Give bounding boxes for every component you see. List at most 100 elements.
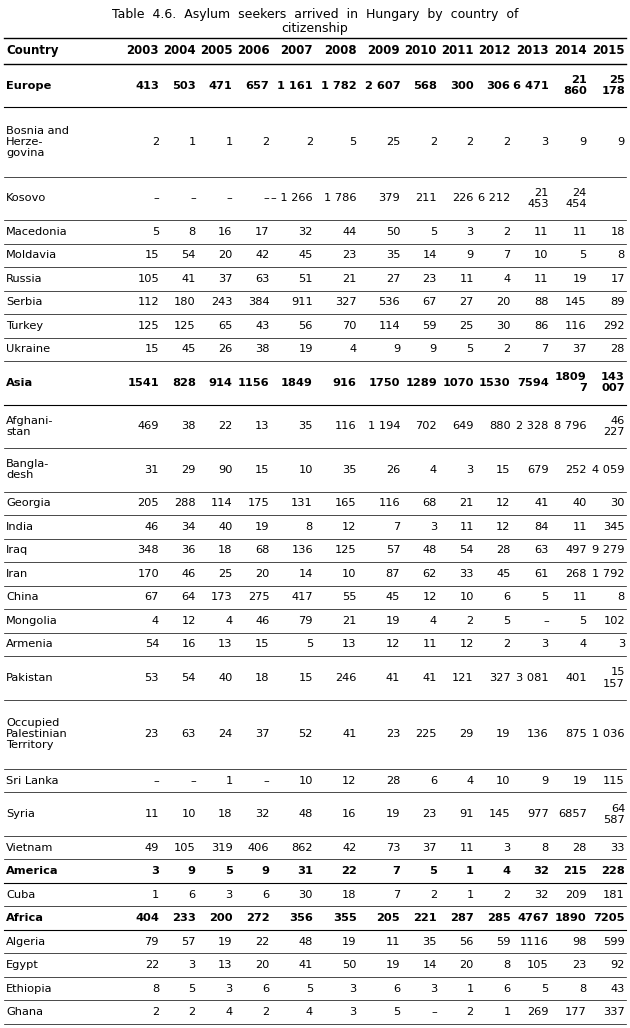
Text: 121: 121: [452, 673, 474, 683]
Text: 18: 18: [218, 809, 232, 819]
Text: Sri Lanka: Sri Lanka: [6, 775, 59, 785]
Text: 45: 45: [181, 344, 196, 355]
Text: 10: 10: [342, 568, 357, 579]
Text: Afghani-
stan: Afghani- stan: [6, 415, 54, 437]
Text: 880: 880: [489, 421, 510, 432]
Text: 4: 4: [152, 616, 159, 626]
Text: 3: 3: [430, 984, 437, 994]
Text: 17: 17: [255, 227, 270, 236]
Text: 8: 8: [618, 592, 625, 602]
Text: – 1 266: – 1 266: [272, 193, 313, 204]
Text: 12: 12: [342, 522, 357, 531]
Text: 356: 356: [289, 913, 313, 923]
Text: 131: 131: [291, 499, 313, 509]
Text: Bangla-
desh: Bangla- desh: [6, 460, 49, 480]
Text: 15: 15: [144, 250, 159, 260]
Text: 67: 67: [423, 297, 437, 307]
Text: 25: 25: [218, 568, 232, 579]
Text: 12: 12: [181, 616, 196, 626]
Text: 471: 471: [209, 80, 232, 90]
Text: 46
227: 46 227: [604, 415, 625, 437]
Text: 22: 22: [255, 937, 270, 947]
Text: Armenia: Armenia: [6, 639, 54, 650]
Text: 13: 13: [255, 421, 270, 432]
Text: 9: 9: [580, 137, 587, 147]
Text: 10: 10: [299, 775, 313, 785]
Text: 15: 15: [299, 673, 313, 683]
Text: 19: 19: [572, 775, 587, 785]
Text: 205: 205: [377, 913, 400, 923]
Text: 18: 18: [342, 889, 357, 900]
Text: 5: 5: [429, 867, 437, 876]
Text: 568: 568: [413, 80, 437, 90]
Text: Ethiopia: Ethiopia: [6, 984, 52, 994]
Text: 46: 46: [145, 522, 159, 531]
Text: Vietnam: Vietnam: [6, 843, 54, 852]
Text: 30: 30: [610, 499, 625, 509]
Text: 57: 57: [386, 546, 400, 555]
Text: Iraq: Iraq: [6, 546, 28, 555]
Text: 1 782: 1 782: [321, 80, 357, 90]
Text: Ukraine: Ukraine: [6, 344, 50, 355]
Text: 116: 116: [379, 499, 400, 509]
Text: –: –: [263, 775, 270, 785]
Text: Syria: Syria: [6, 809, 35, 819]
Text: 49: 49: [145, 843, 159, 852]
Text: 200: 200: [209, 913, 232, 923]
Text: 4: 4: [580, 639, 587, 650]
Text: 10: 10: [299, 465, 313, 475]
Text: 22: 22: [219, 421, 232, 432]
Text: 11: 11: [459, 522, 474, 531]
Text: 300: 300: [450, 80, 474, 90]
Text: 10: 10: [496, 775, 510, 785]
Text: 9: 9: [188, 867, 196, 876]
Text: 25
178: 25 178: [601, 75, 625, 97]
Text: 2005: 2005: [200, 44, 232, 58]
Text: 1809
7: 1809 7: [555, 372, 587, 394]
Text: 125: 125: [335, 546, 357, 555]
Text: 22: 22: [145, 960, 159, 970]
Text: 136: 136: [527, 729, 549, 739]
Text: 1 161: 1 161: [277, 80, 313, 90]
Text: 9: 9: [261, 867, 270, 876]
Text: 41: 41: [181, 273, 196, 284]
Text: 102: 102: [604, 616, 625, 626]
Text: 5: 5: [466, 344, 474, 355]
Text: 7: 7: [393, 522, 400, 531]
Text: 16: 16: [218, 227, 232, 236]
Text: 8: 8: [618, 250, 625, 260]
Text: 404: 404: [135, 913, 159, 923]
Text: 9: 9: [430, 344, 437, 355]
Text: –: –: [263, 193, 270, 204]
Text: 1541: 1541: [127, 378, 159, 388]
Text: 2 328: 2 328: [517, 421, 549, 432]
Text: America: America: [6, 867, 59, 876]
Text: 173: 173: [211, 592, 232, 602]
Text: 6: 6: [503, 984, 510, 994]
Text: 54: 54: [181, 250, 196, 260]
Text: 1070: 1070: [442, 378, 474, 388]
Text: Europe: Europe: [6, 80, 52, 90]
Text: 2011: 2011: [441, 44, 474, 58]
Text: 68: 68: [255, 546, 270, 555]
Text: 285: 285: [487, 913, 510, 923]
Text: 10: 10: [459, 592, 474, 602]
Text: 1 036: 1 036: [592, 729, 625, 739]
Text: 170: 170: [137, 568, 159, 579]
Text: 37: 37: [572, 344, 587, 355]
Text: 497: 497: [565, 546, 587, 555]
Text: 19: 19: [386, 960, 400, 970]
Text: 45: 45: [386, 592, 400, 602]
Text: 50: 50: [342, 960, 357, 970]
Text: 180: 180: [174, 297, 196, 307]
Text: 1: 1: [226, 775, 232, 785]
Text: 2015: 2015: [592, 44, 625, 58]
Text: 252: 252: [565, 465, 587, 475]
Text: 46: 46: [181, 568, 196, 579]
Text: 19: 19: [572, 273, 587, 284]
Text: 165: 165: [335, 499, 357, 509]
Text: 8: 8: [503, 960, 510, 970]
Text: 911: 911: [291, 297, 313, 307]
Text: 24
454: 24 454: [565, 188, 587, 209]
Text: 4: 4: [306, 1007, 313, 1018]
